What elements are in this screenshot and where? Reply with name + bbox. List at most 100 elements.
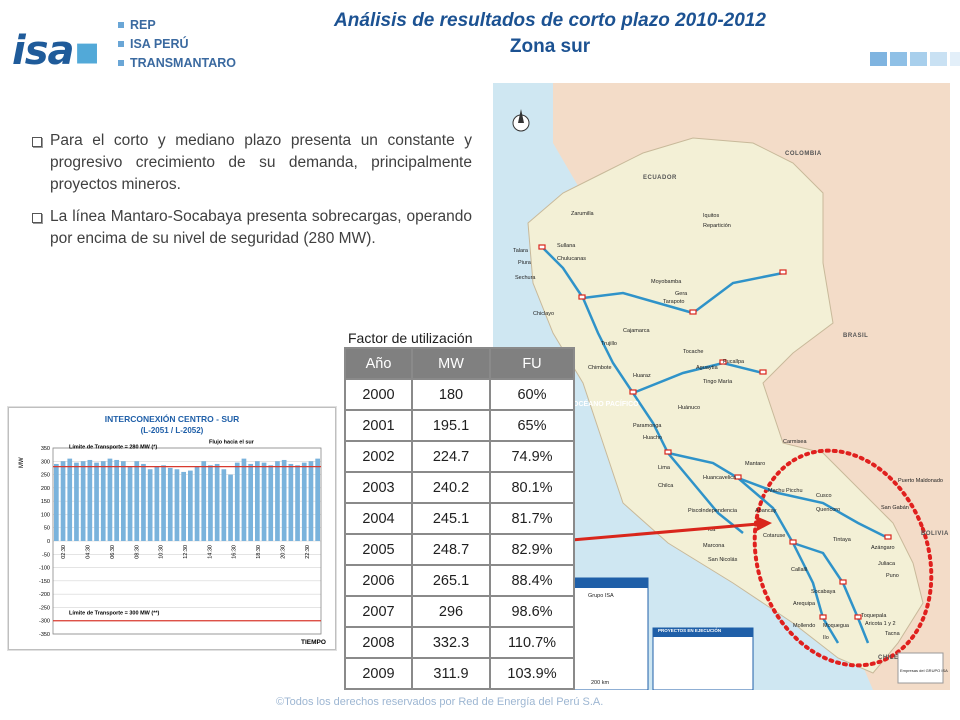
chart-xtick-label: 16:30 xyxy=(232,545,238,559)
chart-ytick-label: 50 xyxy=(44,526,50,532)
table-cell: 2007 xyxy=(344,595,413,628)
map-city-label: Pucallpa xyxy=(723,359,745,365)
chart-bar xyxy=(161,465,166,541)
chart-bar xyxy=(167,467,173,541)
map-city-label: Tacna xyxy=(885,631,900,637)
table-row: 2006 265.1 88.4% xyxy=(344,564,575,597)
map-city-label: Juliaca xyxy=(878,561,896,567)
map-city-label: Huacho xyxy=(643,435,662,441)
chart-bar xyxy=(147,469,153,541)
table-row: 2008 332.3 110.7% xyxy=(344,626,575,659)
chart-bar xyxy=(241,458,247,541)
company-item: ISA PERÚ xyxy=(118,35,236,54)
table-row: 2000 180 60% xyxy=(344,378,575,411)
map-city-label: Cotaruse xyxy=(763,533,786,539)
map-city-label: Lima xyxy=(658,465,670,471)
bullet-item: Para el corto y mediano plazo presenta u… xyxy=(30,130,472,196)
decorative-squares xyxy=(870,52,960,66)
map-city-label: Independencia xyxy=(701,508,738,514)
map-city-label: Trujillo xyxy=(601,341,617,347)
chart-annotation: Límite de Transporte = 280 MW (*) xyxy=(69,445,157,451)
table-cell: 65% xyxy=(489,409,575,442)
substation-markers xyxy=(538,244,892,620)
map-city-label: Huancavelica xyxy=(703,475,737,481)
table-cell: 180 xyxy=(411,378,491,411)
map-city-label: Pisco xyxy=(688,508,702,514)
table-cell: 2004 xyxy=(344,502,413,535)
table-row: 2009 311.9 103.9% xyxy=(344,657,575,690)
chart-bar xyxy=(94,462,99,541)
chart-xtick-label: 02:30 xyxy=(61,545,67,559)
map-city-label: San Gabán xyxy=(881,505,909,511)
bullet-item: La línea Mantaro-Socabaya presenta sobre… xyxy=(30,206,472,250)
map-city-label: Zarumilla xyxy=(571,211,594,217)
table-row: 2004 245.1 81.7% xyxy=(344,502,575,535)
map-country-label: BOLIVIA xyxy=(921,531,949,537)
table-cell: 2000 xyxy=(344,378,413,411)
bullet-text: La línea Mantaro-Socabaya presenta sobre… xyxy=(50,208,472,247)
map-country-label: BRASIL xyxy=(843,333,869,339)
chart-bar xyxy=(281,459,287,541)
legend-left-label: Grupo ISA xyxy=(588,593,614,599)
chart-xtick-label: 10:30 xyxy=(159,545,165,559)
map-city-label: Mantaro xyxy=(745,461,766,467)
chart-bar xyxy=(174,469,180,541)
map-scale: 200 km xyxy=(591,680,610,686)
legend-box-right xyxy=(652,627,754,690)
table-cell: 296 xyxy=(411,595,491,628)
map-graphic xyxy=(512,83,950,690)
chart-title: INTERCONEXIÓN CENTRO - SUR xyxy=(105,413,240,424)
legend-footer-label: Empresas del GRUPO ISA xyxy=(900,668,948,673)
map-city-label: San Nicolás xyxy=(708,557,738,563)
chart-svg: INTERCONEXIÓN CENTRO - SUR (L-2051 / L-20… xyxy=(19,413,326,646)
table-cell: 245.1 xyxy=(411,502,491,535)
map-city-label: Cusco xyxy=(816,493,832,499)
chart-bar xyxy=(107,458,113,541)
chart-ytick-label: 200 xyxy=(41,486,50,492)
chart-annotation: Límite de Transporte = 300 MW (**) xyxy=(69,611,159,617)
table-cell: 2003 xyxy=(344,471,413,504)
chart-bar xyxy=(134,461,140,541)
map-city-label: Puno xyxy=(886,573,899,579)
map-city-label: Piura xyxy=(518,260,531,266)
chart-bar xyxy=(114,459,119,541)
chart-ytick-label: -100 xyxy=(39,566,50,572)
chart-ytick-label: 0 xyxy=(47,539,50,545)
chart-xlabel: TIEMPO xyxy=(301,639,326,646)
chart-bar xyxy=(194,466,200,541)
table-cell: 224.7 xyxy=(411,440,491,473)
table-cell: 2006 xyxy=(344,564,413,597)
legend-box-left xyxy=(572,577,649,690)
table-cell: 110.7% xyxy=(489,626,575,659)
map-city-label: Ica xyxy=(708,527,716,533)
chart-ylabel: MW xyxy=(19,457,25,468)
table-header-row: Año MW FU xyxy=(344,347,575,380)
map-city-label: Huaraz xyxy=(633,373,651,379)
map-city-label: Aguaytía xyxy=(696,365,718,371)
map-city-label: Socabaya xyxy=(811,589,836,595)
map-city-label: Chilca xyxy=(658,483,674,489)
chart-bar xyxy=(208,465,213,541)
peru-transmission-map: COLOMBIA ECUADOR BRASIL BOLIVIA CHILE OC… xyxy=(493,83,950,690)
chart-bar xyxy=(221,469,227,541)
chart-bar xyxy=(188,470,193,541)
deco-square xyxy=(870,52,887,66)
slide-title-line2: Zona sur xyxy=(509,36,591,57)
deco-square xyxy=(930,52,947,66)
company-item: TRANSMANTARO xyxy=(118,54,236,73)
checkbox-bullet-icon xyxy=(32,213,42,223)
table-cell: 80.1% xyxy=(489,471,575,504)
chart-plot-area xyxy=(52,447,322,635)
chart-ytick-label: -350 xyxy=(39,632,50,638)
peru-territory xyxy=(527,137,924,674)
map-country-label: ECUADOR xyxy=(643,175,677,181)
table-cell: 2001 xyxy=(344,409,413,442)
table-header-cell: MW xyxy=(411,347,491,380)
map-city-label: Talara xyxy=(513,248,528,254)
table-row: 2003 240.2 80.1% xyxy=(344,471,575,504)
map-city-label: Quencoro xyxy=(816,507,841,513)
map-city-label: Chiclayo xyxy=(533,311,555,317)
chart-bar xyxy=(275,461,280,541)
chart-bar xyxy=(288,463,294,541)
map-city-label: Marcona xyxy=(703,543,725,549)
